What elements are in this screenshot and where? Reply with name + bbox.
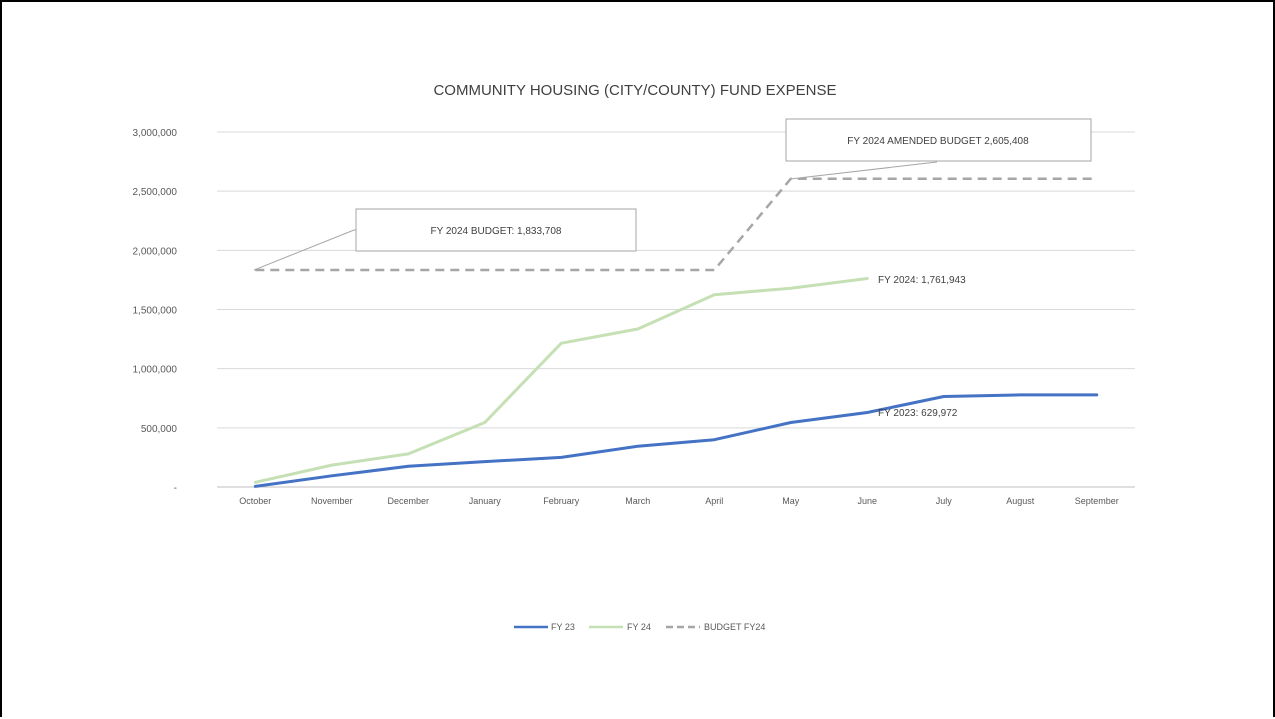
x-tick-label: September [1075, 496, 1119, 506]
series-line-budget-fy24 [255, 177, 1097, 272]
y-tick-label: - [174, 483, 177, 494]
fy24-data-label: FY 2024: 1,761,943 [878, 275, 966, 286]
legend-label-fy24: FY 24 [627, 622, 651, 632]
x-tick-label: December [387, 496, 429, 506]
x-tick-label: November [311, 496, 353, 506]
legend-label-fy23: FY 23 [551, 622, 575, 632]
y-tick-label: 1,000,000 [133, 365, 178, 376]
series-line-fy-24 [253, 277, 869, 484]
x-axis-ticks: October November December January February Ma… [239, 496, 1119, 506]
fy23-data-label: FY 2023: 629,972 [878, 408, 958, 419]
legend-label-budget: BUDGET FY24 [704, 622, 765, 632]
budget-callout-text: FY 2024 BUDGET: 1,833,708 [430, 226, 561, 237]
y-tick-label: 1,500,000 [133, 306, 178, 317]
x-tick-label: March [625, 496, 650, 506]
legend: FY 23 FY 24 BUDGET FY24 [514, 622, 765, 632]
x-tick-label: April [705, 496, 723, 506]
amended-callout-box [785, 118, 1092, 162]
gridlines [217, 131, 1135, 488]
budget-callout: FY 2024 BUDGET: 1,833,708 [253, 208, 637, 271]
amended-callout-leader [789, 161, 938, 180]
y-axis-ticks: - 500,000 1,000,000 1,500,000 2,000,000 2,500… [133, 128, 178, 494]
y-tick-label: 2,000,000 [133, 246, 178, 257]
amended-callout: FY 2024 AMENDED BUDGET 2,605,408 [785, 118, 1092, 180]
y-tick-label: 500,000 [141, 424, 178, 435]
x-tick-label: October [239, 496, 271, 506]
x-tick-label: July [936, 496, 953, 506]
series-lines [253, 177, 1099, 488]
chart-title: COMMUNITY HOUSING (CITY/COUNTY) FUND EXP… [433, 82, 836, 99]
y-tick-label: 2,500,000 [133, 187, 178, 198]
x-tick-label: February [543, 496, 580, 506]
series-line-fy-23 [253, 393, 1099, 488]
budget-callout-box [355, 208, 637, 252]
x-tick-label: June [857, 496, 877, 506]
x-tick-label: January [469, 496, 502, 506]
x-tick-label: August [1006, 496, 1035, 506]
amended-callout-text: FY 2024 AMENDED BUDGET 2,605,408 [847, 136, 1029, 147]
budget-callout-leader [253, 229, 356, 271]
y-tick-label: 3,000,000 [133, 128, 178, 139]
x-tick-label: May [782, 496, 800, 506]
